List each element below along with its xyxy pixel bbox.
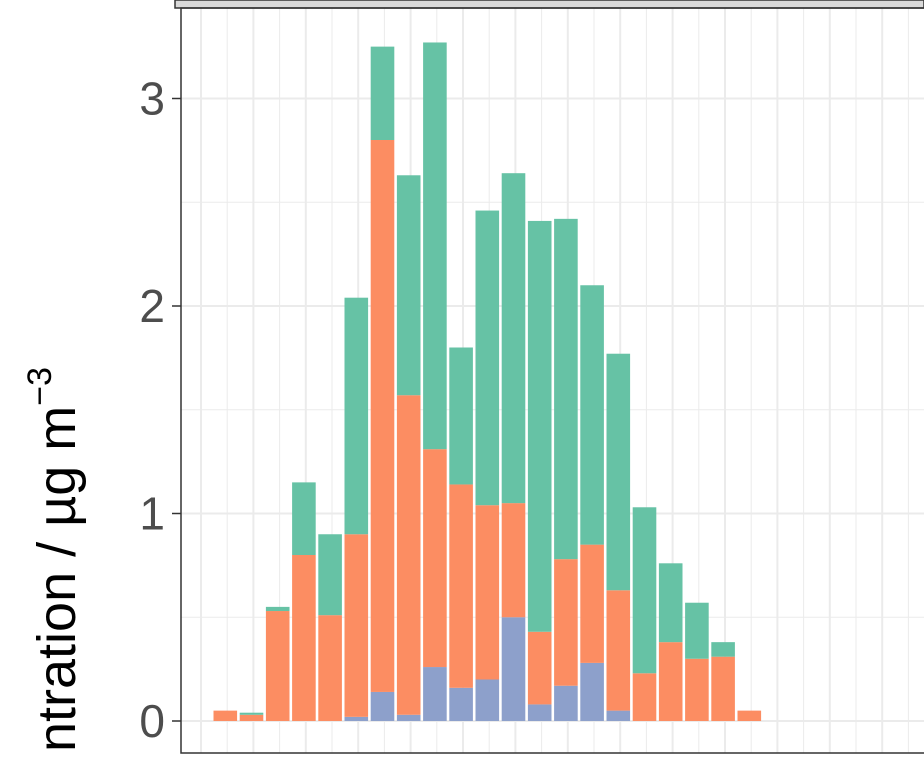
bar-segment-10-3 bbox=[449, 347, 473, 485]
bar-segment-11-3 bbox=[475, 210, 500, 506]
bar-segment-21-2 bbox=[737, 710, 762, 721]
bar-segment-4-3 bbox=[292, 482, 316, 555]
bar-segment-9-3 bbox=[423, 42, 447, 450]
bar-segment-2-3 bbox=[239, 712, 264, 715]
y-tick-label: 2 bbox=[139, 280, 165, 332]
bar-segment-16-2 bbox=[606, 590, 631, 711]
bar-segment-17-2 bbox=[632, 673, 657, 721]
bar-segment-1-2 bbox=[213, 710, 238, 721]
bar-segment-5-3 bbox=[318, 534, 342, 616]
y-axis-title: ntration / µg m−3 bbox=[21, 367, 87, 752]
bar-segment-8-1 bbox=[396, 714, 421, 721]
bar-segment-6-2 bbox=[344, 534, 369, 717]
bar-segment-4-2 bbox=[292, 555, 316, 721]
bar-segment-5-2 bbox=[318, 615, 342, 721]
y-axis-title-superscript: −3 bbox=[21, 367, 59, 406]
bar-segment-17-3 bbox=[632, 507, 657, 674]
bar-segment-12-1 bbox=[501, 617, 526, 721]
facet-strip bbox=[174, 0, 924, 9]
y-tick-label: 1 bbox=[139, 488, 165, 540]
bar-segment-3-2 bbox=[265, 611, 290, 721]
bar-segment-20-3 bbox=[711, 642, 735, 657]
bar-segment-6-3 bbox=[344, 297, 369, 535]
svg-text:ntration / µg m−3: ntration / µg m−3 bbox=[21, 367, 87, 752]
bar-segment-14-1 bbox=[554, 685, 578, 721]
bar-segment-16-3 bbox=[606, 353, 631, 591]
bar-segment-15-2 bbox=[580, 544, 604, 663]
bar-segment-14-2 bbox=[554, 559, 578, 686]
bar-segment-18-3 bbox=[658, 563, 683, 643]
bar-segment-11-1 bbox=[475, 679, 500, 721]
y-axis: 0 1 2 3 bbox=[139, 73, 181, 747]
bar-segment-8-2 bbox=[396, 395, 421, 715]
bar-segment-15-3 bbox=[580, 285, 604, 545]
bar-segment-12-3 bbox=[501, 173, 526, 504]
bar-segment-19-2 bbox=[685, 658, 709, 721]
bar-segment-9-2 bbox=[423, 449, 447, 668]
bars bbox=[213, 42, 762, 721]
bar-segment-11-2 bbox=[475, 505, 500, 680]
y-axis-title-text: ntration / µg m bbox=[27, 406, 87, 752]
bar-segment-9-1 bbox=[423, 667, 447, 721]
bar-segment-13-3 bbox=[527, 220, 552, 632]
bar-segment-16-1 bbox=[606, 710, 631, 721]
bar-segment-10-1 bbox=[449, 687, 473, 721]
panel-border bbox=[180, 7, 924, 754]
bar-segment-13-1 bbox=[527, 704, 552, 721]
bar-segment-12-2 bbox=[501, 503, 526, 618]
bar-segment-6-1 bbox=[344, 716, 369, 721]
bar-segment-15-1 bbox=[580, 662, 604, 721]
bar-segment-7-2 bbox=[370, 140, 395, 692]
bar-segment-19-3 bbox=[685, 602, 709, 659]
bar-segment-20-2 bbox=[711, 656, 735, 721]
bar-segment-8-3 bbox=[396, 175, 421, 396]
bar-segment-14-3 bbox=[554, 218, 578, 560]
y-tick-label: 0 bbox=[139, 695, 165, 747]
bar-segment-2-2 bbox=[239, 714, 264, 721]
bar-segment-3-3 bbox=[265, 606, 290, 612]
bar-segment-13-2 bbox=[527, 631, 552, 705]
bar-segment-7-1 bbox=[370, 691, 395, 721]
bar-segment-10-2 bbox=[449, 484, 473, 688]
y-tick-label: 3 bbox=[139, 73, 165, 125]
bar-segment-7-3 bbox=[370, 46, 395, 140]
bar-segment-18-2 bbox=[658, 642, 683, 721]
